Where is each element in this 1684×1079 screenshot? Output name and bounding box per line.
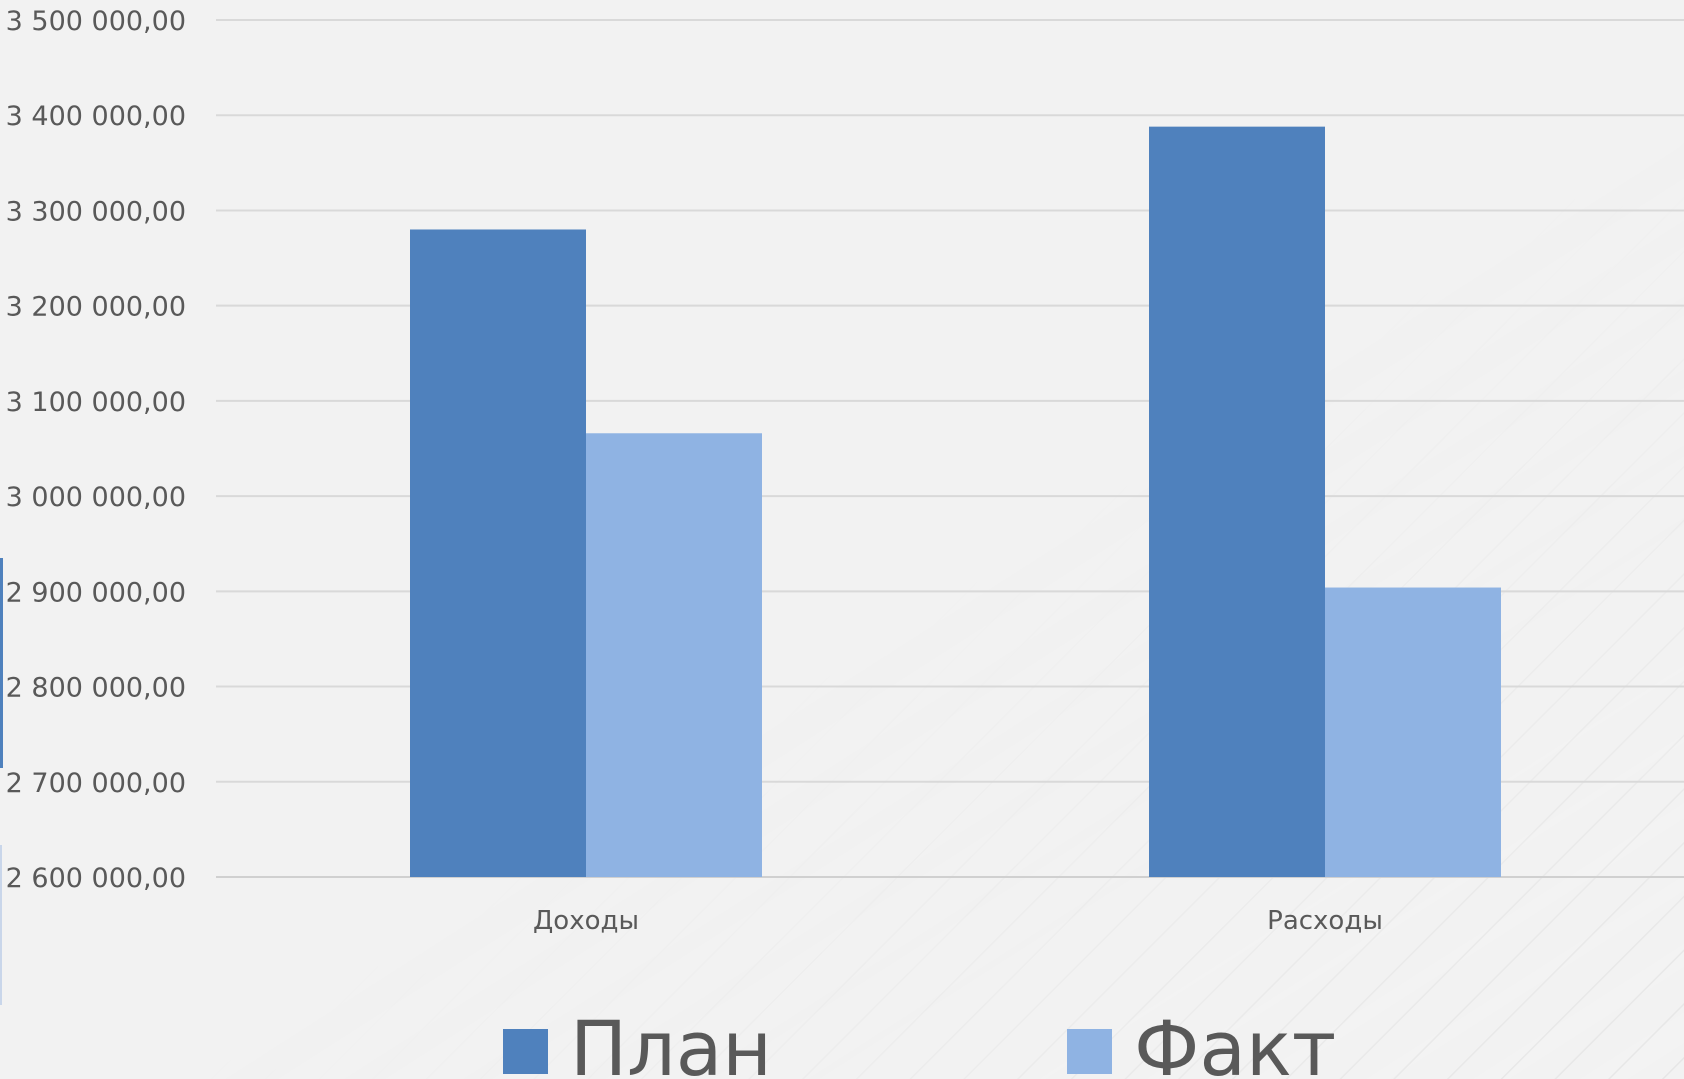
y-tick-label: 3 300 000,00 <box>6 196 186 227</box>
left-edge-accent <box>0 558 3 768</box>
legend-swatch <box>1067 1029 1112 1074</box>
y-tick-label: 3 200 000,00 <box>6 292 186 323</box>
x-category-label: Расходы <box>1267 906 1383 936</box>
y-tick-label: 3 400 000,00 <box>6 101 186 132</box>
bar-plan <box>1149 126 1325 878</box>
y-tick-label: 3 100 000,00 <box>6 387 186 418</box>
x-category-label: Доходы <box>533 906 639 936</box>
bars <box>410 126 1501 878</box>
legend-swatch <box>503 1029 548 1074</box>
bar-fact <box>586 433 762 877</box>
legend-label: Факт <box>1134 1004 1336 1079</box>
left-edge-accent-light <box>0 845 2 1005</box>
legend-label: План <box>570 1004 772 1079</box>
y-tick-label: 2 600 000,00 <box>6 863 186 894</box>
bar-fact <box>1325 587 1501 877</box>
y-tick-label: 2 900 000,00 <box>6 577 186 608</box>
y-axis-ticks: 2 600 000,00 2 700 000,00 2 800 000,00 2 90… <box>6 6 186 894</box>
y-tick-label: 2 800 000,00 <box>6 673 186 704</box>
bar-plan <box>410 229 586 877</box>
y-tick-label: 3 500 000,00 <box>6 6 186 37</box>
y-tick-label: 3 000 000,00 <box>6 482 186 513</box>
y-tick-label: 2 700 000,00 <box>6 768 186 799</box>
legend: План Факт <box>503 1004 1336 1079</box>
x-axis-categories: Доходы Расходы <box>533 906 1383 936</box>
